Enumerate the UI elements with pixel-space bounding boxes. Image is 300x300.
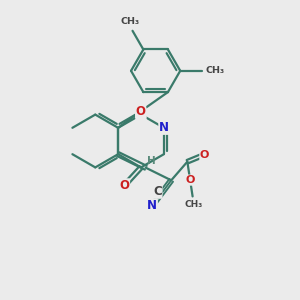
Text: O: O bbox=[119, 179, 130, 192]
Text: N: N bbox=[136, 108, 146, 121]
Text: O: O bbox=[200, 150, 209, 160]
Text: O: O bbox=[185, 175, 195, 185]
Text: CH₃: CH₃ bbox=[184, 200, 202, 209]
Text: N: N bbox=[147, 199, 157, 212]
Text: H: H bbox=[147, 156, 155, 166]
Text: CH₃: CH₃ bbox=[206, 66, 225, 75]
Text: C: C bbox=[153, 185, 162, 198]
Text: O: O bbox=[136, 105, 146, 118]
Text: CH₃: CH₃ bbox=[121, 17, 140, 26]
Text: N: N bbox=[159, 121, 169, 134]
